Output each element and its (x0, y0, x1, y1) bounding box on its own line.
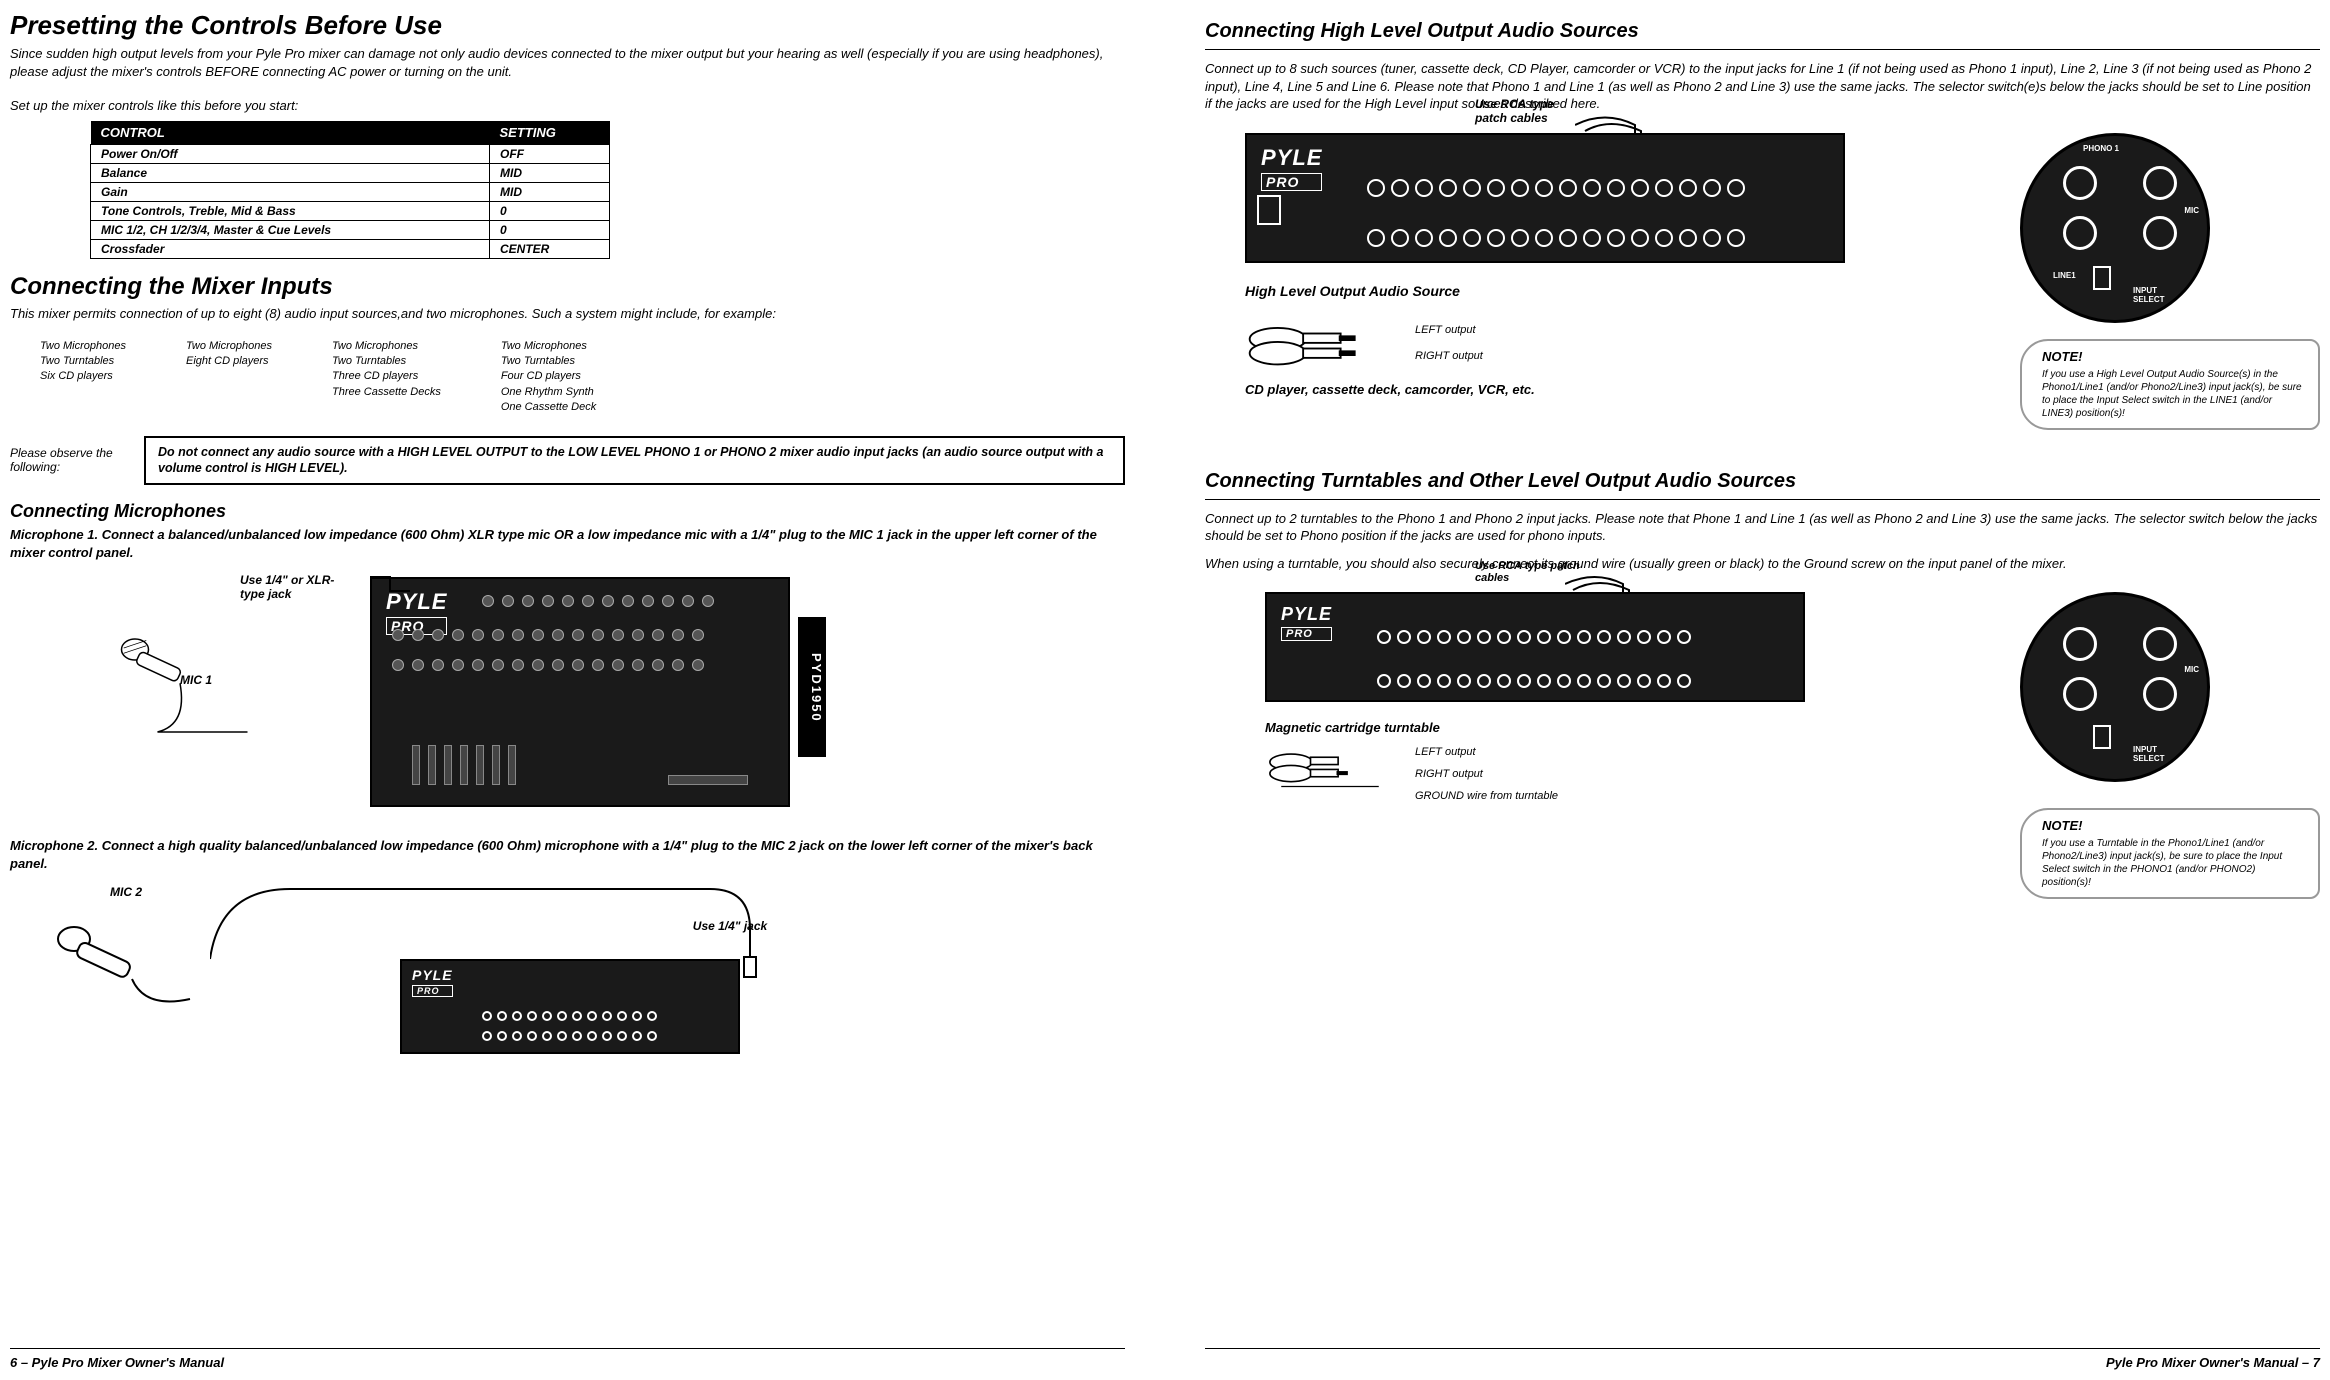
right-output-1: RIGHT output (1415, 350, 1483, 362)
turn-intro-1: Connect up to 2 turntables to the Phono … (1205, 510, 2320, 545)
mic1-para: Microphone 1. Connect a balanced/unbalan… (10, 526, 1125, 561)
mixer-front-panel: PYLEPRO (370, 577, 790, 807)
note-bubble-2: NOTE! If you use a Turntable in the Phon… (2020, 808, 2320, 899)
mic1-jack-label: Use 1/4" or XLR-type jack (240, 573, 350, 601)
heading-inputs: Connecting the Mixer Inputs (10, 273, 1125, 301)
page-left: Presetting the Controls Before Use Since… (0, 0, 1165, 1380)
th-control: CONTROL (91, 121, 490, 145)
ground-label: GROUND wire from turntable (1415, 790, 1558, 802)
zoom-circle-1: PHONO 1 CH 1 LINE1 MIC INPUT SELECT (2020, 133, 2210, 323)
mic2-label: MIC 2 (110, 885, 142, 899)
high-intro: Connect up to 8 such sources (tuner, cas… (1205, 60, 2320, 113)
mic2-diagram: MIC 2 PYLEPRO Use 1/4" jack (50, 889, 740, 1054)
left-output-2: LEFT output (1415, 746, 1558, 758)
right-output-2: RIGHT output (1415, 768, 1558, 780)
mic2-para: Microphone 2. Connect a high quality bal… (10, 837, 1125, 872)
brand-back-2: PYLEPRO (1281, 604, 1332, 641)
note-title-2: NOTE! (2042, 818, 2306, 835)
warning-box: Do not connect any audio source with a H… (144, 436, 1125, 486)
note-bubble-1: NOTE! If you use a High Level Output Aud… (2020, 339, 2320, 430)
settings-table: CONTROL SETTING Power On/OffOFF BalanceM… (90, 121, 610, 259)
example-col-4: Two Microphones Two Turntables Four CD p… (501, 339, 596, 416)
turn-intro-2: When using a turntable, you should also … (1205, 555, 2320, 573)
connector-line-icon (360, 571, 420, 601)
note-text-1: If you use a High Level Output Audio Sou… (2042, 369, 2302, 419)
mic2-icon (50, 889, 220, 1019)
rca-plug-icon-2 (1265, 741, 1395, 806)
example-col-3: Two Microphones Two Turntables Three CD … (332, 339, 441, 416)
example-col-2: Two Microphones Eight CD players (186, 339, 272, 416)
example-columns: Two Microphones Two Turntables Six CD pl… (40, 339, 1125, 416)
mixer-back-small: PYLEPRO (400, 959, 740, 1054)
example-col-1: Two Microphones Two Turntables Six CD pl… (40, 339, 126, 416)
rule-high (1205, 49, 2320, 50)
brand-logo-back: PYLEPRO (412, 967, 453, 997)
warning-row: Please observe the following: Do not con… (10, 436, 1125, 486)
inputs-intro: This mixer permits connection of up to e… (10, 305, 1125, 323)
page-right: Connecting High Level Output Audio Sourc… (1165, 0, 2330, 1380)
turntable-diagram: Use RCA type patch cables PYLEPRO Magnet… (1265, 592, 2320, 899)
mic1-label: MIC 1 (180, 673, 212, 687)
footer-right: Pyle Pro Mixer Owner's Manual – 7 (1205, 1349, 2320, 1370)
rca-plug-icon (1245, 311, 1395, 377)
mic1-diagram: Use 1/4" or XLR-type jack MIC 1 PYLEPRO (110, 577, 790, 807)
note-text-2: If you use a Turntable in the Phono1/Lin… (2042, 838, 2282, 888)
high-src-sub: CD player, cassette deck, camcorder, VCR… (1245, 382, 2000, 397)
mic1-icon (110, 627, 250, 747)
mic2-jack-label: Use 1/4" jack (690, 919, 770, 933)
turntable-src: Magnetic cartridge turntable (1265, 720, 2000, 735)
high-src-title: High Level Output Audio Source (1245, 283, 2000, 299)
heading-presetting: Presetting the Controls Before Use (10, 10, 1125, 41)
zoom-circle-2: CH 1 MIC INPUT SELECT (2020, 592, 2210, 782)
rca-label-1: Use RCA type patch cables (1475, 97, 1585, 125)
setup-line: Set up the mixer controls like this befo… (10, 98, 1125, 113)
footer-left: 6 – Pyle Pro Mixer Owner's Manual (10, 1349, 1125, 1370)
observe-label: Please observe the following: (10, 446, 130, 474)
mixer-back-1: PYLEPRO (1245, 133, 1845, 263)
brand-back-1: PYLEPRO (1261, 145, 1322, 191)
model-badge: PYD1950 (798, 617, 826, 757)
left-output-1: LEFT output (1415, 324, 1483, 336)
heading-high-level: Connecting High Level Output Audio Sourc… (1205, 20, 2320, 43)
note-title-1: NOTE! (2042, 349, 2306, 366)
heading-turntables: Connecting Turntables and Other Level Ou… (1205, 470, 2320, 493)
rule-turn (1205, 499, 2320, 500)
mixer-back-2: PYLEPRO (1265, 592, 1805, 702)
th-setting: SETTING (490, 121, 610, 145)
high-level-diagram: Use RCA type patch cables PYLEPRO High L… (1245, 133, 2320, 430)
intro-presetting: Since sudden high output levels from you… (10, 45, 1125, 80)
heading-mics: Connecting Microphones (10, 501, 1125, 522)
